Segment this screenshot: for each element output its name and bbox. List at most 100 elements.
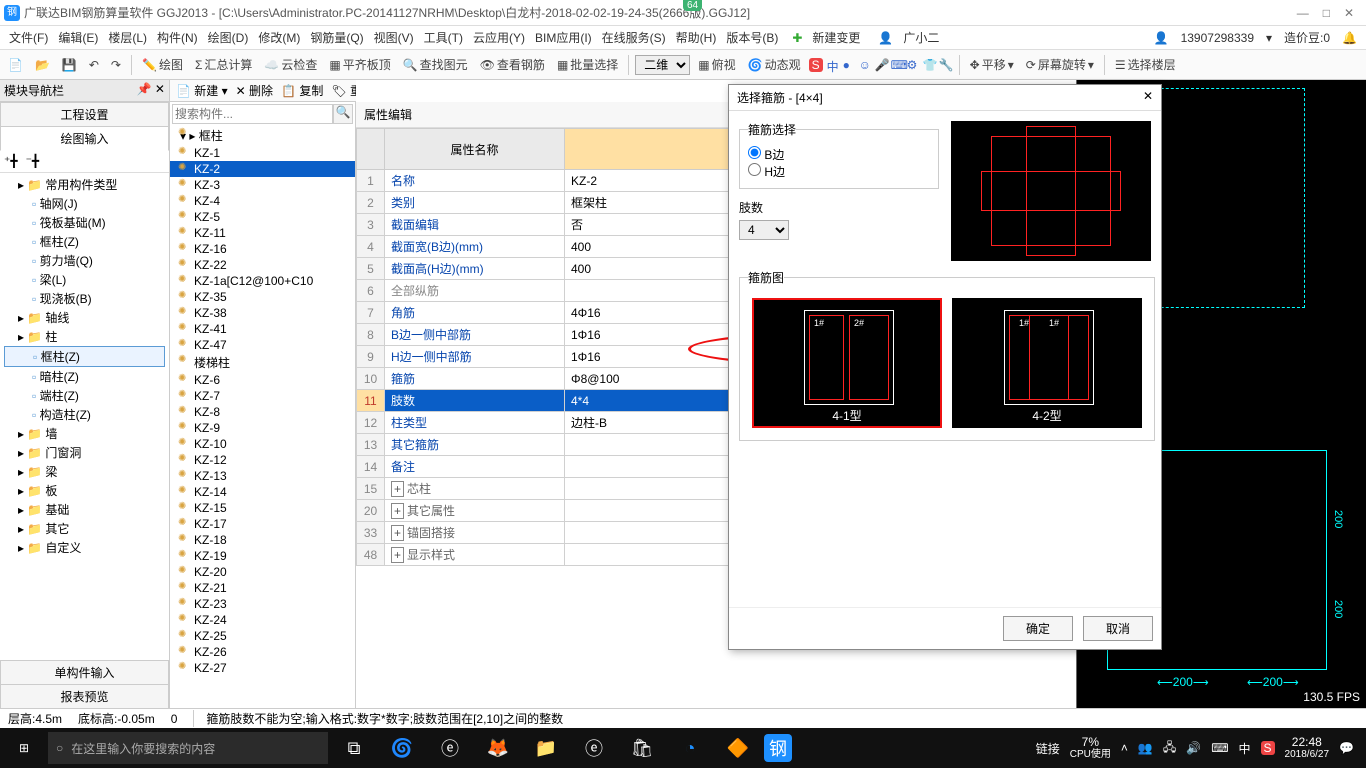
tray-vol-icon[interactable]: 🔊	[1186, 741, 1201, 755]
kz-item[interactable]: KZ-12	[170, 452, 355, 468]
task-ie-icon[interactable]: ⓔ	[572, 728, 616, 768]
cancel-button[interactable]: 取消	[1083, 616, 1153, 641]
tray-net-icon[interactable]: 🖧	[1163, 738, 1176, 759]
kz-item[interactable]: KZ-6	[170, 372, 355, 388]
tab-single-input[interactable]: 单构件输入	[0, 660, 169, 685]
task-edge-icon[interactable]: ⓔ	[428, 728, 472, 768]
menu-view[interactable]: 视图(V)	[371, 27, 417, 48]
menu-online[interactable]: 在线服务(S)	[599, 27, 669, 48]
task-app-3[interactable]: ◔	[668, 728, 712, 768]
kz-item[interactable]: KZ-24	[170, 612, 355, 628]
kz-item[interactable]: KZ-11	[170, 225, 355, 241]
menu-draw[interactable]: 绘图(D)	[205, 27, 252, 48]
kz-item[interactable]: KZ-41	[170, 321, 355, 337]
menu-floor[interactable]: 楼层(L)	[105, 27, 150, 48]
kz-item[interactable]: KZ-26	[170, 644, 355, 660]
limbs-select[interactable]: 4	[739, 220, 789, 240]
new-change[interactable]: 新建变更	[809, 27, 863, 48]
kz-item[interactable]: KZ-2	[170, 161, 355, 177]
cloud-check-btn[interactable]: ☁️云检查	[260, 54, 321, 75]
menu-bim[interactable]: BIM应用(I)	[532, 27, 595, 48]
menu-component[interactable]: 构件(N)	[154, 27, 201, 48]
topview-btn[interactable]: ▦ 俯视	[694, 54, 739, 75]
copy-btn[interactable]: 📋 复制	[281, 82, 323, 99]
maximize-icon[interactable]: □	[1323, 6, 1330, 20]
kz-item[interactable]: 楼梯柱	[170, 353, 355, 372]
flat-btn[interactable]: ▦ 平齐板顶	[325, 54, 394, 75]
menu-version[interactable]: 版本号(B)	[723, 27, 781, 48]
tree-folder[interactable]: ▸ 📁墙	[4, 424, 165, 443]
user-name[interactable]: 广小二	[900, 27, 942, 48]
tree-folder[interactable]: ▸ 📁门窗洞	[4, 443, 165, 462]
delete-btn[interactable]: ✕ 删除	[236, 82, 273, 99]
undo-icon[interactable]: ↶	[85, 56, 103, 74]
kz-list[interactable]: ▾ ▸ 框柱 KZ-1KZ-2KZ-3KZ-4KZ-5KZ-11KZ-16KZ-…	[170, 126, 355, 708]
kz-item[interactable]: KZ-27	[170, 660, 355, 676]
task-app-1[interactable]: 🌀	[380, 728, 424, 768]
tree-folder[interactable]: ▸ 📁自定义	[4, 538, 165, 557]
kz-item[interactable]: KZ-1a[C12@100+C10	[170, 273, 355, 289]
rotate-btn[interactable]: ⟳ 屏幕旋转 ▾	[1022, 54, 1098, 75]
task-current-app[interactable]: 钢	[764, 734, 792, 762]
save-icon[interactable]: 💾	[58, 56, 81, 74]
tree-folder[interactable]: ▸ 📁常用构件类型	[4, 175, 165, 194]
bell-icon[interactable]: 🔔	[1339, 29, 1360, 47]
kz-item[interactable]: KZ-23	[170, 596, 355, 612]
new-file-icon[interactable]: 📄	[4, 56, 27, 74]
tree-folder[interactable]: ▸ 📁板	[4, 481, 165, 500]
translate-btn[interactable]: ✥ 平移 ▾	[966, 54, 1018, 75]
task-app-4[interactable]: 🔶	[716, 728, 760, 768]
thumb-4-2[interactable]: 1# 1# 4-2型	[952, 298, 1142, 428]
notif-icon[interactable]: 💬	[1339, 741, 1354, 755]
task-store-icon[interactable]: 🛍	[620, 728, 664, 768]
component-tree[interactable]: ▸ 📁常用构件类型▫ 轴网(J)▫ 筏板基础(M)▫ 框柱(Z)▫ 剪力墙(Q)…	[0, 173, 169, 660]
dialog-close-icon[interactable]: ✕	[1143, 89, 1153, 106]
batch-btn[interactable]: ▦ 批量选择	[553, 54, 622, 75]
menu-tool[interactable]: 工具(T)	[421, 27, 466, 48]
expand-icon[interactable]: ⁺╋	[4, 154, 18, 168]
radio-b[interactable]: B边	[748, 148, 784, 162]
tree-item[interactable]: ▫ 暗柱(Z)	[4, 367, 165, 386]
kz-item[interactable]: KZ-20	[170, 564, 355, 580]
menu-cloud[interactable]: 云应用(Y)	[470, 27, 528, 48]
task-explorer-icon[interactable]: 📁	[524, 728, 568, 768]
find-btn[interactable]: 🔍查找图元	[399, 54, 472, 75]
tree-folder[interactable]: ▸ 📁柱	[4, 327, 165, 346]
kz-item[interactable]: KZ-4	[170, 193, 355, 209]
tree-item[interactable]: ▫ 框柱(Z)	[4, 346, 165, 367]
new-component-btn[interactable]: 📄 新建 ▾	[176, 82, 228, 99]
tray-ime-icon[interactable]: 中	[1239, 740, 1251, 757]
ok-button[interactable]: 确定	[1003, 616, 1073, 641]
menu-edit[interactable]: 编辑(E)	[55, 27, 101, 48]
search-button[interactable]: 🔍	[333, 104, 353, 124]
menu-file[interactable]: 文件(F)	[6, 27, 51, 48]
tab-draw-input[interactable]: 绘图输入	[0, 126, 169, 151]
kz-item[interactable]: KZ-9	[170, 420, 355, 436]
viewsteel-btn[interactable]: 👁 查看钢筋	[476, 54, 549, 75]
tree-item[interactable]: ▫ 剪力墙(Q)	[4, 251, 165, 270]
tree-folder[interactable]: ▸ 📁基础	[4, 500, 165, 519]
tray-s-icon[interactable]: S	[1261, 741, 1275, 755]
tree-item[interactable]: ▫ 现浇板(B)	[4, 289, 165, 308]
task-view-icon[interactable]: ⧉	[332, 728, 376, 768]
tree-folder[interactable]: ▸ 📁其它	[4, 519, 165, 538]
tree-item[interactable]: ▫ 筏板基础(M)	[4, 213, 165, 232]
sum-btn[interactable]: Σ 汇总计算	[191, 54, 256, 75]
minimize-icon[interactable]: —	[1297, 6, 1309, 20]
open-icon[interactable]: 📂	[31, 56, 54, 74]
kz-item[interactable]: KZ-1	[170, 145, 355, 161]
selfloor-btn[interactable]: ☰ 选择楼层	[1111, 54, 1180, 75]
menu-help[interactable]: 帮助(H)	[673, 27, 720, 48]
tree-item[interactable]: ▫ 构造柱(Z)	[4, 405, 165, 424]
kz-item[interactable]: KZ-13	[170, 468, 355, 484]
tree-folder[interactable]: ▸ 📁梁	[4, 462, 165, 481]
tab-project-settings[interactable]: 工程设置	[0, 102, 169, 127]
kz-root[interactable]: ▾ ▸ 框柱	[170, 126, 355, 145]
tab-report-preview[interactable]: 报表预览	[0, 684, 169, 709]
kz-item[interactable]: KZ-14	[170, 484, 355, 500]
tree-item[interactable]: ▫ 梁(L)	[4, 270, 165, 289]
kz-item[interactable]: KZ-21	[170, 580, 355, 596]
kz-item[interactable]: KZ-10	[170, 436, 355, 452]
tree-item[interactable]: ▫ 框柱(Z)	[4, 232, 165, 251]
menu-modify[interactable]: 修改(M)	[255, 27, 303, 48]
